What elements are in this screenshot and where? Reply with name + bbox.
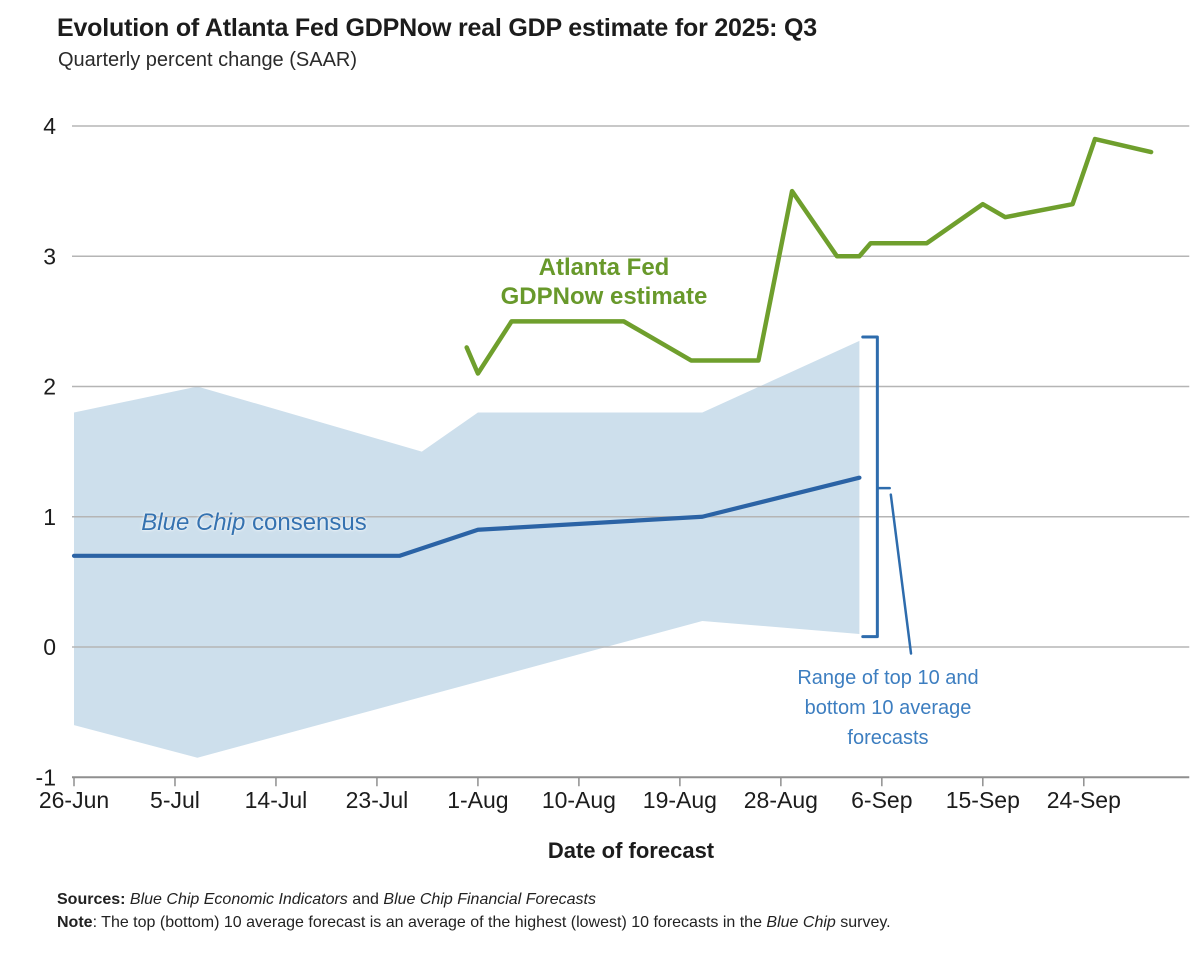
x-tick-label: 26-Jun xyxy=(39,787,109,813)
x-tick-label: 6-Sep xyxy=(851,787,912,813)
x-tick-label: 28-Aug xyxy=(744,787,818,813)
consensus-series-label-rest: consensus xyxy=(245,509,367,536)
consensus-series-label: Blue Chip consensus xyxy=(141,509,366,537)
range-band-label-line1: Range of top 10 and xyxy=(797,667,979,689)
consensus-line xyxy=(71,475,862,558)
y-tick-label: 1 xyxy=(43,504,56,530)
gdpnow-series-label-line1: Atlanta Fed xyxy=(538,254,670,281)
x-tick-label: 5-Jul xyxy=(150,787,200,813)
range-bracket xyxy=(861,335,879,639)
y-tick-label: 3 xyxy=(43,243,56,269)
x-tick-label: 1-Aug xyxy=(447,787,508,813)
sources-line: Sources: Blue Chip Economic Indicators a… xyxy=(57,891,596,909)
sources-publication-1: Blue Chip Economic Indicators xyxy=(129,891,348,908)
note-suffix: survey. xyxy=(835,914,891,931)
gdpnow-line xyxy=(464,136,1154,376)
note-line: Note: The top (bottom) 10 average foreca… xyxy=(57,914,891,932)
gdpnow-series-label-line2: GDPNow estimate xyxy=(500,283,708,310)
x-tick-label: 24-Sep xyxy=(1047,787,1121,813)
note-prefix: Note xyxy=(57,914,93,931)
chart-subtitle: Quarterly percent change (SAAR) xyxy=(58,49,358,71)
note-italic: Blue Chip xyxy=(766,914,836,931)
x-tick-label: 23-Jul xyxy=(346,787,409,813)
x-tick-label: 14-Jul xyxy=(245,787,308,813)
forecast-range-band xyxy=(74,340,860,758)
x-tick-label: 10-Aug xyxy=(542,787,616,813)
range-band-label: Range of top 10 and bottom 10 average fo… xyxy=(797,663,978,753)
range-band-label-line2: bottom 10 average xyxy=(804,697,972,719)
y-tick-label: 4 xyxy=(43,113,56,139)
x-tick-label: 15-Sep xyxy=(946,787,1020,813)
x-axis-title: Date of forecast xyxy=(547,838,715,863)
sources-conjunction: and xyxy=(347,891,384,908)
sources-publication-2: Blue Chip Financial Forecasts xyxy=(383,891,596,908)
gdpnow-series-label: Atlanta Fed GDPNow estimate xyxy=(501,253,708,311)
x-tick-label: 19-Aug xyxy=(643,787,717,813)
y-tick-label: -1 xyxy=(36,764,56,790)
y-tick-label: 0 xyxy=(43,634,56,660)
range-band-label-line3: forecasts xyxy=(847,727,929,749)
y-tick-label: 2 xyxy=(43,374,56,400)
note-body: : The top (bottom) 10 average forecast i… xyxy=(92,914,767,931)
range-leader-line xyxy=(876,486,913,655)
page-title: Evolution of Atlanta Fed GDPNow real GDP… xyxy=(57,14,817,42)
sources-prefix: Sources: xyxy=(57,891,126,908)
consensus-series-label-italic: Blue Chip xyxy=(141,509,246,536)
